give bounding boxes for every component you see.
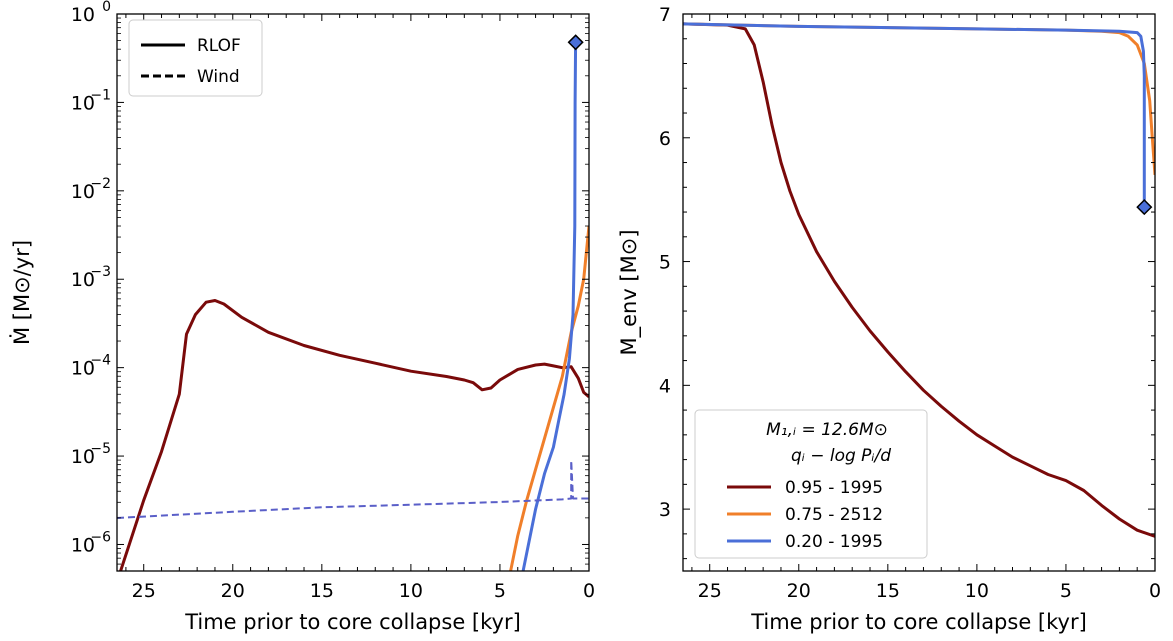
y-tick-label: 10 <box>71 181 95 203</box>
series-line-2 <box>521 42 578 571</box>
x-tick-label: 5 <box>1060 580 1072 602</box>
x-axis-label: Time prior to core collapse [kyr] <box>184 610 521 634</box>
y-tick-exponent: −3 <box>90 264 111 280</box>
y-axis-label: M_env [M⊙] <box>617 229 642 355</box>
series-line-0 <box>119 299 589 571</box>
x-tick-label: 5 <box>494 580 506 602</box>
x-tick-label: 0 <box>1149 580 1161 602</box>
series-group <box>117 42 589 571</box>
y-tick-label: 10 <box>71 92 95 114</box>
y-tick-label: 10 <box>71 358 95 380</box>
x-tick-label: 15 <box>310 580 334 602</box>
legend-label: 0.95 - 1995 <box>785 478 883 498</box>
panel-mass-transfer-rate: 25 20 15 10 5 010−610−510−410−310−210−110 0Tim… <box>9 0 595 634</box>
y-axis-label: Ṁ [M⊙/yr] <box>9 240 34 345</box>
y-tick-label: 10 <box>71 269 95 291</box>
x-tick-label: 25 <box>132 580 156 602</box>
x-tick-label: 0 <box>583 580 595 602</box>
x-axis-label: Time prior to core collapse [kyr] <box>750 610 1087 634</box>
end-marker-0 <box>567 34 584 51</box>
x-tick-label: 15 <box>876 580 900 602</box>
x-tick-label: 20 <box>787 580 811 602</box>
series-group <box>683 22 1155 538</box>
legend-label: Wind <box>197 67 240 87</box>
legend-label: 0.20 - 1995 <box>785 532 883 552</box>
x-tick-label: 10 <box>965 580 989 602</box>
y-tick-label: 4 <box>659 375 671 397</box>
y-tick-label: 6 <box>659 128 671 150</box>
y-tick-exponent: −2 <box>90 176 111 192</box>
x-tick-label: 20 <box>221 580 245 602</box>
y-tick-exponent: −4 <box>90 353 111 369</box>
plot-frame <box>116 13 590 572</box>
series-line-3 <box>117 459 589 519</box>
series-line-1 <box>509 226 589 571</box>
y-tick-exponent: −6 <box>90 529 111 545</box>
legend-label: 0.75 - 2512 <box>785 505 883 525</box>
legend-label: RLOF <box>197 36 241 56</box>
y-tick-label: 5 <box>659 252 671 274</box>
y-tick-exponent: −1 <box>90 87 111 103</box>
x-tick-label: 25 <box>698 580 722 602</box>
y-tick-label: 3 <box>659 499 671 521</box>
plot-frame <box>682 13 1156 572</box>
y-tick-exponent: −5 <box>90 441 111 457</box>
y-tick-label: 10 <box>71 446 95 468</box>
x-tick-label: 10 <box>399 580 423 602</box>
legend-title-params: qᵢ − log Pᵢ/d <box>791 446 891 466</box>
series-line-2 <box>683 22 1146 208</box>
series-line-0 <box>683 22 1155 538</box>
end-marker-0 <box>1136 199 1153 216</box>
legend-box <box>694 409 928 559</box>
y-tick-label: 10 <box>71 4 95 26</box>
y-tick-label: 7 <box>659 4 671 26</box>
legend-title-mass: M₁,ᵢ = 12.6M⊙ <box>766 420 888 440</box>
y-tick-label: 10 <box>71 534 95 556</box>
y-tick-exponent: 0 <box>102 0 111 15</box>
panel-envelope-mass: 25 20 15 10 5 0 3 4 5 6 7 Time prior to core collap… <box>617 4 1161 634</box>
legend-box <box>128 19 263 97</box>
